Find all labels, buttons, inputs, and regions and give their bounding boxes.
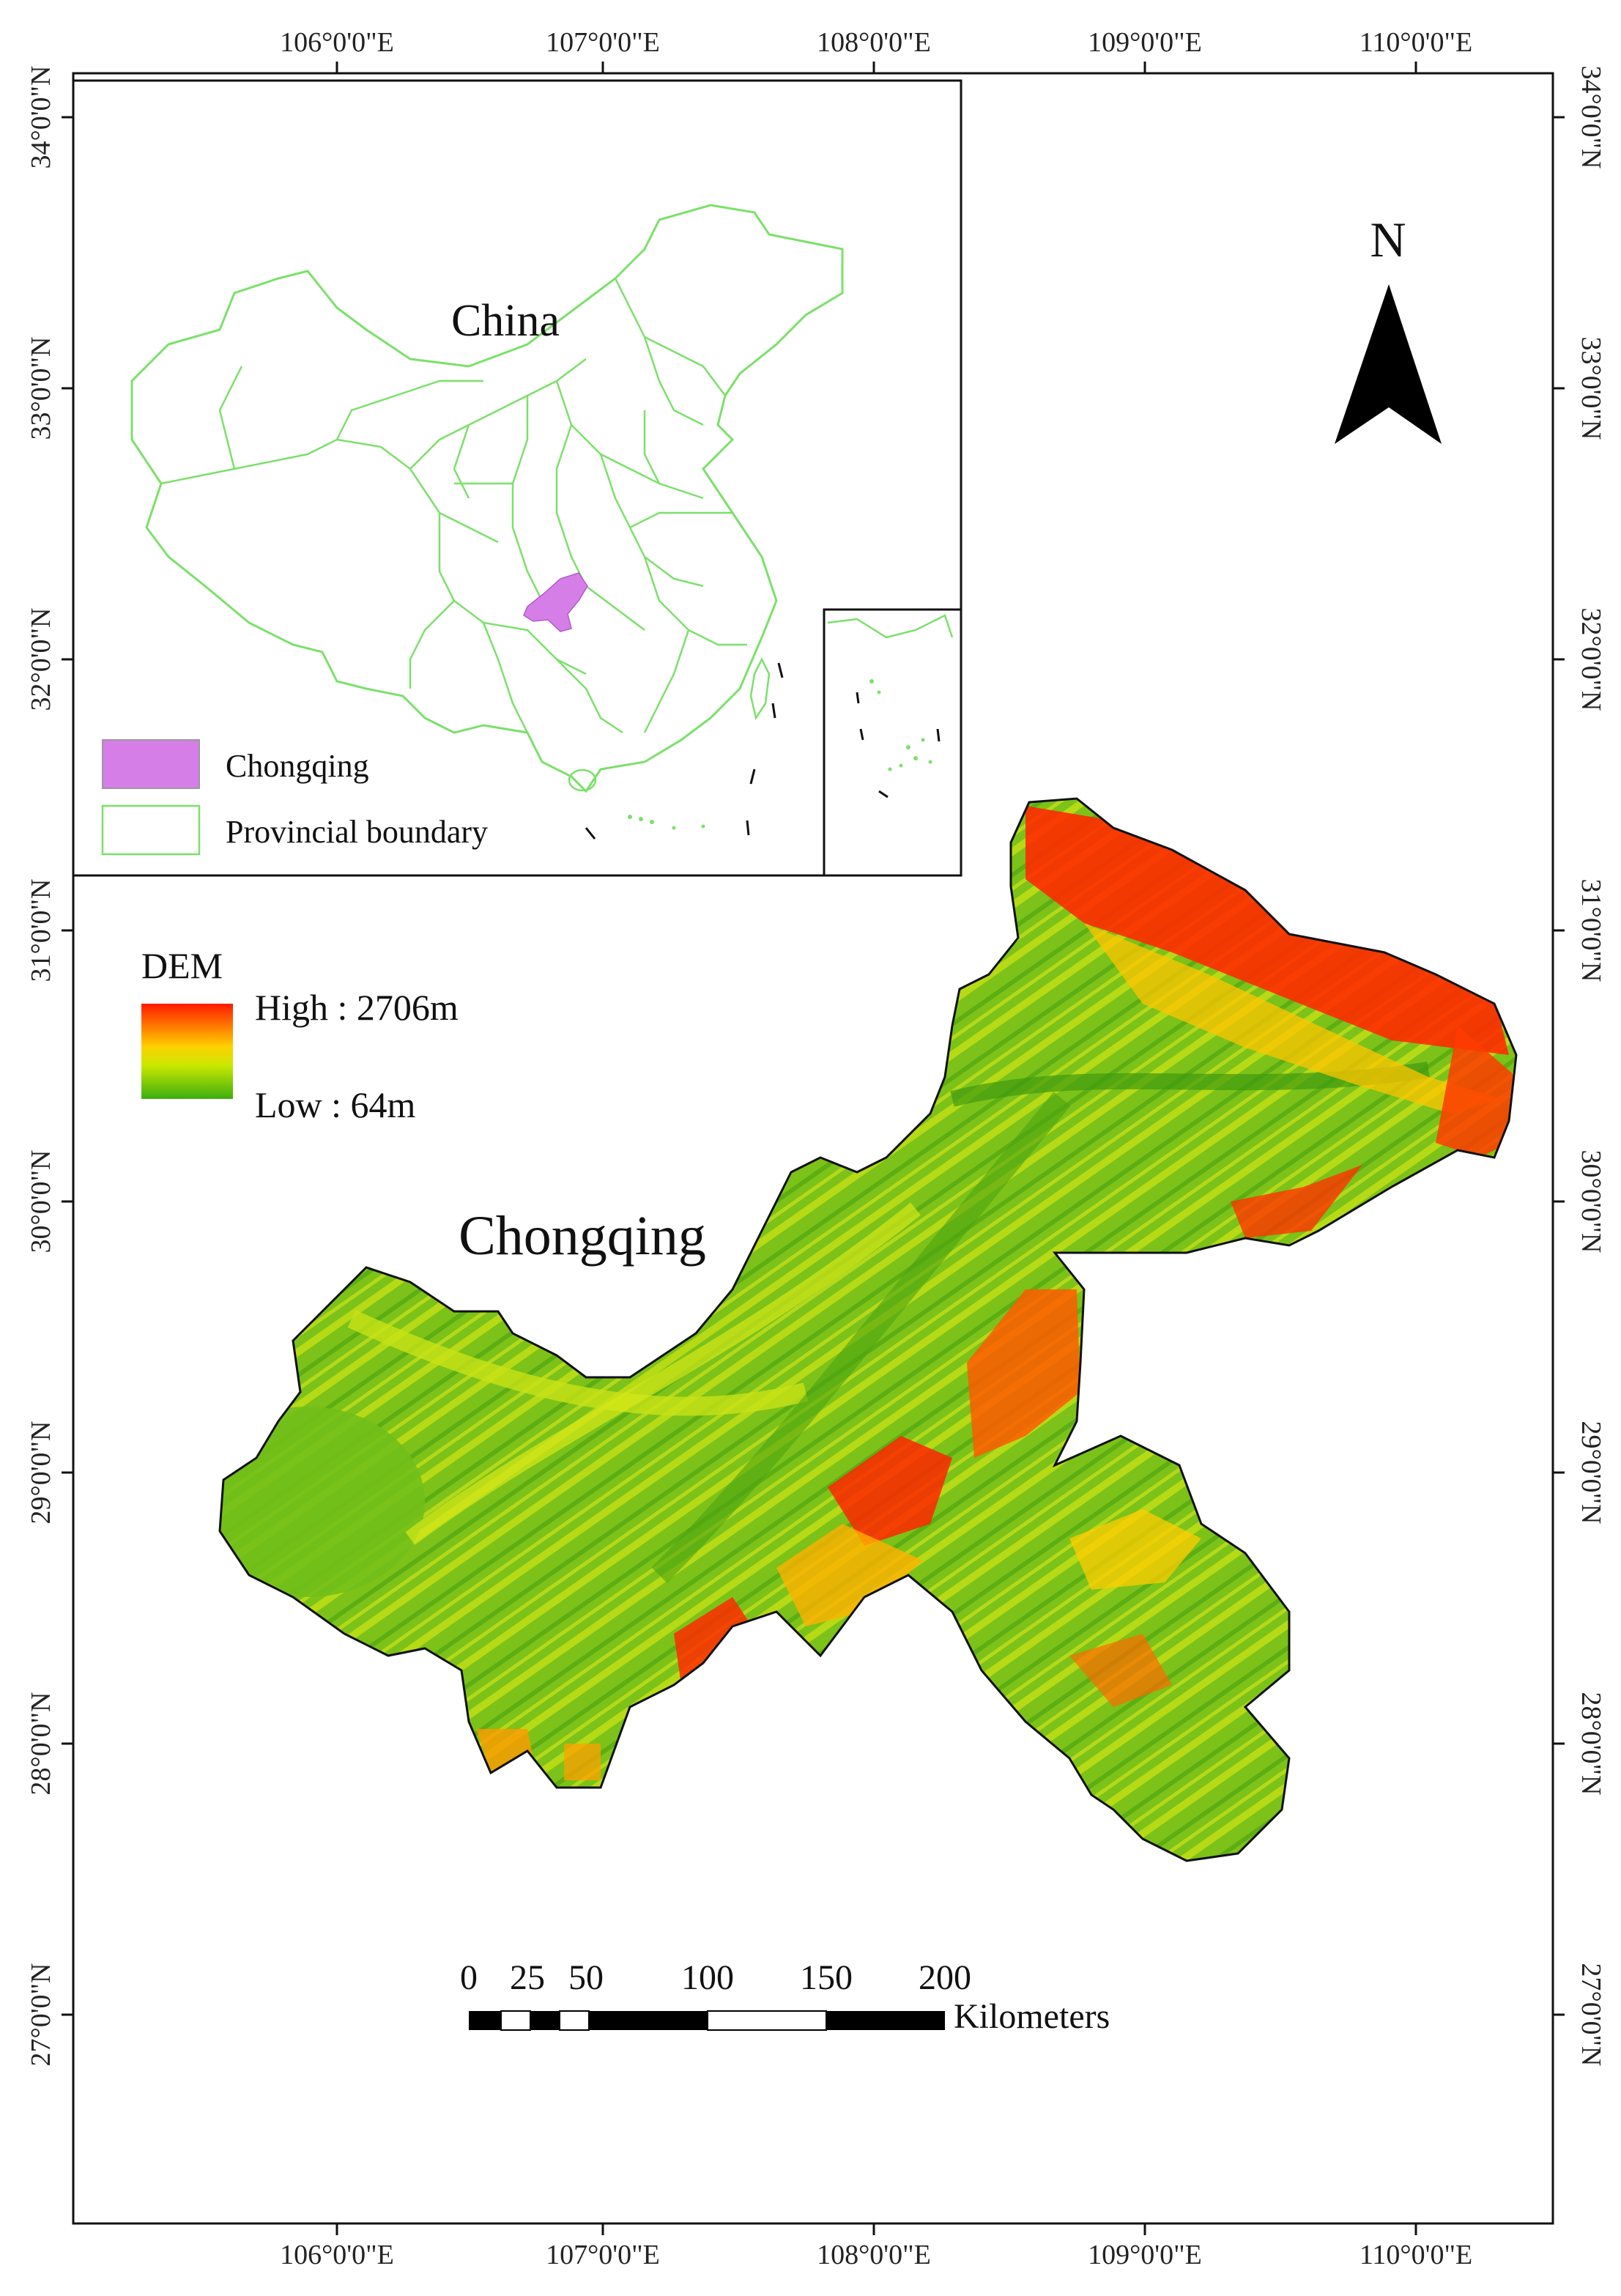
chongqing-dem-map (218, 797, 1518, 1862)
right-lat-label: 27°0'0"N (1576, 1963, 1606, 2067)
map-frame (72, 72, 1554, 2225)
north-arrow-label: N (1370, 212, 1406, 267)
legend-boundary-label: Provincial boundary (226, 814, 488, 850)
top-lon-label: 106°0'0"E (280, 27, 394, 58)
right-lat-label: 32°0'0"N (1576, 608, 1606, 711)
frame-ticks (62, 62, 1565, 2235)
bottom-lon-label: 108°0'0"E (817, 2240, 931, 2270)
china-inset-map: China Chongqing Provincial boundary (72, 79, 962, 877)
legend-chongqing-label: Chongqing (226, 748, 369, 784)
scale-tick-label: 100 (681, 1958, 734, 1997)
left-lat-label: 33°0'0"N (26, 337, 56, 440)
legend-chongqing-swatch (102, 739, 200, 789)
main-map-title: Chongqing (459, 1205, 706, 1267)
top-lon-label: 107°0'0"E (546, 27, 660, 58)
hainan-island (568, 769, 597, 792)
scale-bar: 0 25 50 100 150 200 Kilometers (460, 1958, 1110, 2036)
bottom-lon-label: 106°0'0"E (280, 2240, 394, 2270)
taiwan-island (749, 657, 771, 721)
right-lat-label: 33°0'0"N (1576, 337, 1606, 440)
chongqing-inset-highlight (523, 572, 588, 632)
left-lat-label: 34°0'0"N (26, 66, 56, 169)
dem-legend-title: DEM (141, 945, 223, 986)
left-lat-label: 32°0'0"N (26, 608, 56, 711)
north-arrow-icon (1335, 284, 1442, 444)
top-lon-label: 110°0'0"E (1360, 27, 1472, 58)
right-lat-label: 29°0'0"N (1576, 1421, 1606, 1525)
dem-low-label: Low : 64m (255, 1084, 416, 1125)
scale-tick-label: 200 (919, 1958, 971, 1997)
scale-tick-label: 50 (568, 1958, 604, 1997)
south-china-sea-inset-frame (823, 608, 962, 877)
inset-title: China (451, 296, 560, 346)
top-lon-label: 108°0'0"E (817, 27, 931, 58)
maritime-boundary-marks (585, 662, 941, 840)
dem-legend: DEM High : 2706m Low : 64m (141, 945, 459, 1125)
right-lat-label: 30°0'0"N (1576, 1150, 1606, 1253)
provincial-boundaries (160, 278, 747, 734)
bottom-lon-label: 110°0'0"E (1360, 2240, 1472, 2270)
south-china-sea-coast (827, 614, 954, 639)
left-lat-label: 28°0'0"N (26, 1692, 56, 1796)
left-lat-label: 31°0'0"N (26, 879, 56, 982)
north-arrow: N (1335, 212, 1442, 444)
island-dots (628, 679, 932, 830)
bottom-lon-label: 109°0'0"E (1088, 2240, 1202, 2270)
right-lat-label: 28°0'0"N (1576, 1692, 1606, 1796)
left-lat-label: 29°0'0"N (26, 1421, 56, 1525)
scale-unit-label: Kilometers (954, 1997, 1110, 2036)
scale-tick-label: 25 (510, 1958, 545, 1997)
dem-color-ramp (141, 1004, 233, 1099)
top-lon-label: 109°0'0"E (1088, 27, 1202, 58)
china-outline (130, 204, 844, 793)
dem-high-label: High : 2706m (255, 987, 459, 1028)
right-lat-label: 34°0'0"N (1576, 66, 1606, 169)
inset-frame (72, 79, 962, 877)
right-lat-label: 31°0'0"N (1576, 879, 1606, 982)
scale-tick-label: 0 (460, 1958, 478, 1997)
chongqing-boundary (218, 797, 1518, 1862)
left-lat-label: 27°0'0"N (26, 1963, 56, 2067)
left-lat-label: 30°0'0"N (26, 1150, 56, 1253)
legend-boundary-swatch (101, 804, 201, 856)
scale-tick-label: 150 (800, 1958, 853, 1997)
bottom-lon-label: 107°0'0"E (546, 2240, 660, 2270)
